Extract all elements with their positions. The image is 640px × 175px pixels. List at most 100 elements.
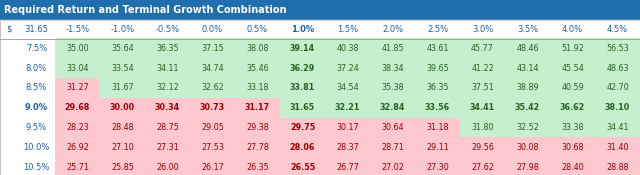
Bar <box>0 0 640 20</box>
Bar <box>280 78 325 98</box>
Text: 30.00: 30.00 <box>110 103 135 112</box>
Bar <box>235 137 280 157</box>
Text: 26.92: 26.92 <box>66 143 89 152</box>
Text: 30.08: 30.08 <box>516 143 539 152</box>
Bar <box>55 98 100 118</box>
Text: 31.18: 31.18 <box>426 123 449 132</box>
Text: 28.75: 28.75 <box>156 123 179 132</box>
Bar <box>190 137 235 157</box>
Bar <box>460 118 505 137</box>
Text: 34.41: 34.41 <box>470 103 495 112</box>
Text: 35.42: 35.42 <box>515 103 540 112</box>
Text: 51.92: 51.92 <box>561 44 584 53</box>
Text: 33.38: 33.38 <box>561 123 584 132</box>
Text: 32.12: 32.12 <box>156 83 179 92</box>
Bar <box>325 98 370 118</box>
Text: 2.5%: 2.5% <box>427 25 448 34</box>
Bar <box>235 118 280 137</box>
Text: 27.02: 27.02 <box>381 163 404 172</box>
Bar <box>0 98 55 118</box>
Bar <box>595 98 640 118</box>
Text: 29.75: 29.75 <box>290 123 315 132</box>
Bar <box>550 38 595 58</box>
Text: 35.00: 35.00 <box>66 44 89 53</box>
Text: 29.05: 29.05 <box>201 123 224 132</box>
Text: 27.31: 27.31 <box>156 143 179 152</box>
Bar <box>0 20 640 175</box>
Bar <box>550 98 595 118</box>
Text: 34.54: 34.54 <box>336 83 359 92</box>
Bar <box>460 78 505 98</box>
Text: 38.08: 38.08 <box>246 44 269 53</box>
Bar <box>280 38 325 58</box>
Bar <box>0 157 55 175</box>
Bar <box>370 98 415 118</box>
Bar <box>0 58 55 78</box>
Text: 43.61: 43.61 <box>426 44 449 53</box>
Bar <box>415 157 460 175</box>
Text: 29.68: 29.68 <box>65 103 90 112</box>
Text: 31.17: 31.17 <box>245 103 270 112</box>
Bar <box>460 137 505 157</box>
Text: 9.0%: 9.0% <box>25 103 48 112</box>
Bar <box>55 38 100 58</box>
Text: 39.65: 39.65 <box>426 64 449 73</box>
Bar <box>415 78 460 98</box>
Bar <box>325 38 370 58</box>
Text: 28.37: 28.37 <box>336 143 359 152</box>
Text: 28.06: 28.06 <box>290 143 316 152</box>
Bar <box>280 118 325 137</box>
Text: 32.52: 32.52 <box>516 123 539 132</box>
Bar <box>595 38 640 58</box>
Bar <box>55 118 100 137</box>
Text: 25.71: 25.71 <box>66 163 89 172</box>
Bar <box>550 157 595 175</box>
Text: 9.5%: 9.5% <box>26 123 47 132</box>
Text: 27.98: 27.98 <box>516 163 539 172</box>
Text: 38.89: 38.89 <box>516 83 539 92</box>
Text: 39.14: 39.14 <box>290 44 315 53</box>
Bar <box>595 157 640 175</box>
Text: 29.11: 29.11 <box>426 143 449 152</box>
Bar <box>235 157 280 175</box>
Bar <box>55 78 100 98</box>
Text: 27.78: 27.78 <box>246 143 269 152</box>
Text: 33.56: 33.56 <box>425 103 450 112</box>
Bar <box>415 118 460 137</box>
Text: -1.5%: -1.5% <box>65 25 90 34</box>
Bar <box>190 78 235 98</box>
Text: 30.17: 30.17 <box>336 123 359 132</box>
Text: 33.81: 33.81 <box>290 83 315 92</box>
Text: 41.85: 41.85 <box>381 44 404 53</box>
Bar <box>145 78 190 98</box>
Bar <box>190 38 235 58</box>
Bar <box>370 118 415 137</box>
Text: 38.34: 38.34 <box>381 64 404 73</box>
Text: 33.54: 33.54 <box>111 64 134 73</box>
Text: 30.34: 30.34 <box>155 103 180 112</box>
Text: 36.35: 36.35 <box>426 83 449 92</box>
Text: 3.5%: 3.5% <box>517 25 538 34</box>
Bar <box>370 78 415 98</box>
Bar <box>370 137 415 157</box>
Bar <box>100 58 145 78</box>
Text: $: $ <box>6 25 12 34</box>
Bar <box>100 98 145 118</box>
Text: 32.62: 32.62 <box>201 83 224 92</box>
Text: 28.23: 28.23 <box>66 123 89 132</box>
Bar <box>370 157 415 175</box>
Text: 28.88: 28.88 <box>606 163 629 172</box>
Bar <box>145 38 190 58</box>
Text: 8.0%: 8.0% <box>26 64 47 73</box>
Bar <box>0 137 55 157</box>
Text: 25.85: 25.85 <box>111 163 134 172</box>
Bar <box>100 38 145 58</box>
Bar <box>460 58 505 78</box>
Text: 56.53: 56.53 <box>606 44 629 53</box>
Text: 28.48: 28.48 <box>111 123 134 132</box>
Bar <box>505 98 550 118</box>
Bar <box>100 137 145 157</box>
Bar <box>145 98 190 118</box>
Bar <box>190 157 235 175</box>
Bar <box>55 58 100 78</box>
